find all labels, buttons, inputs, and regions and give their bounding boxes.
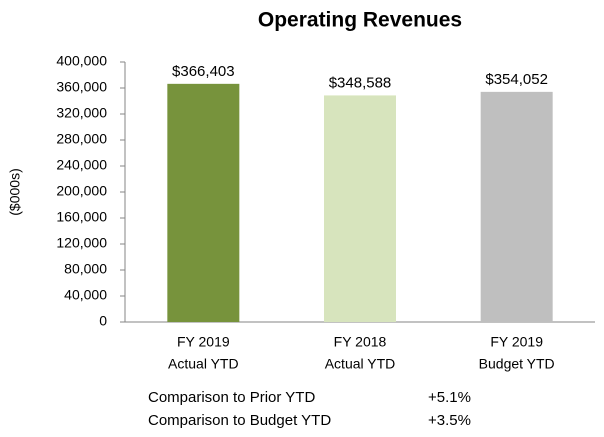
comparison-value: +5.1% bbox=[428, 389, 471, 406]
x-tick-label: Actual YTD bbox=[168, 356, 239, 372]
y-tick-label: 280,000 bbox=[56, 131, 107, 147]
comparison-label: Comparison to Budget YTD bbox=[148, 412, 331, 429]
x-tick-label: Budget YTD bbox=[479, 356, 555, 372]
comparison-label: Comparison to Prior YTD bbox=[148, 389, 315, 406]
data-label: $348,588 bbox=[329, 74, 392, 91]
x-tick-label: FY 2019 bbox=[177, 334, 230, 350]
y-tick-label: 0 bbox=[99, 313, 107, 329]
y-tick-label: 160,000 bbox=[56, 209, 107, 225]
bar bbox=[324, 95, 396, 322]
x-tick-label: FY 2019 bbox=[490, 334, 543, 350]
y-axis-label: ($000s) bbox=[7, 168, 23, 215]
y-tick-label: 120,000 bbox=[56, 235, 107, 251]
comparison-value: +3.5% bbox=[428, 412, 471, 429]
y-tick-label: 200,000 bbox=[56, 183, 107, 199]
y-tick-label: 80,000 bbox=[64, 261, 107, 277]
bar bbox=[480, 91, 553, 322]
chart-title: Operating Revenues bbox=[258, 9, 462, 32]
x-tick-label: FY 2018 bbox=[334, 334, 387, 350]
y-tick-label: 320,000 bbox=[56, 105, 107, 121]
y-tick-label: 360,000 bbox=[56, 79, 107, 95]
y-tick-label: 40,000 bbox=[64, 287, 107, 303]
data-label: $366,403 bbox=[172, 63, 235, 80]
y-tick-label: 240,000 bbox=[56, 157, 107, 173]
y-tick-label: 400,000 bbox=[56, 53, 107, 69]
bar bbox=[167, 83, 240, 323]
x-tick-label: Actual YTD bbox=[325, 356, 396, 372]
data-label: $354,052 bbox=[485, 71, 548, 88]
